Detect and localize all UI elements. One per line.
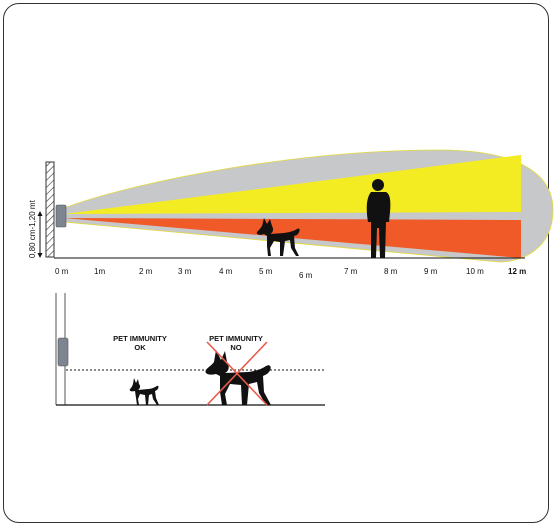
tick-10m: 10 m xyxy=(466,267,484,276)
tick-6m: 6 m xyxy=(299,271,313,280)
tick-12m: 12 m xyxy=(508,267,526,276)
distance-axis: 0 m 1m 2 m 3 m 4 m 5 m 6 m 7 m 8 m 9 m 1… xyxy=(55,267,526,280)
pet-immunity-no-line1: PET IMMUNITY xyxy=(209,334,263,343)
pet-immunity-ok-line2: OK xyxy=(134,343,146,352)
motion-detector xyxy=(55,204,67,228)
height-arrow xyxy=(37,211,43,258)
upper-beam xyxy=(64,155,521,214)
tick-3m: 3 m xyxy=(178,267,192,276)
tick-7m: 7 m xyxy=(344,267,358,276)
tick-0m: 0 m xyxy=(55,267,69,276)
wall xyxy=(45,161,55,258)
small-dog-silhouette xyxy=(129,378,159,405)
tick-1m: 1m xyxy=(94,267,105,276)
height-label: 0,80 cm-1,20 mt xyxy=(28,199,37,258)
diagram-frame xyxy=(3,3,549,523)
bottom-diagram: PET IMMUNITY OK PET IMMUNITY NO xyxy=(55,293,325,406)
tick-8m: 8 m xyxy=(384,267,398,276)
pet-immunity-ok-line1: PET IMMUNITY xyxy=(113,334,167,343)
tick-9m: 9 m xyxy=(424,267,438,276)
tick-2m: 2 m xyxy=(139,267,153,276)
dog-silhouette xyxy=(256,218,300,256)
person-silhouette xyxy=(366,179,391,258)
large-dog-silhouette xyxy=(205,350,271,405)
tick-5m: 5 m xyxy=(259,267,273,276)
pet-immunity-no-line2: NO xyxy=(230,343,241,352)
bottom-detector xyxy=(57,337,69,367)
rejected-cross-icon xyxy=(206,341,268,406)
top-diagram: 0,80 cm-1,20 mt 0 m 1m 2 m 3 m 4 m 5 m 6… xyxy=(28,149,554,280)
tick-4m: 4 m xyxy=(219,267,233,276)
